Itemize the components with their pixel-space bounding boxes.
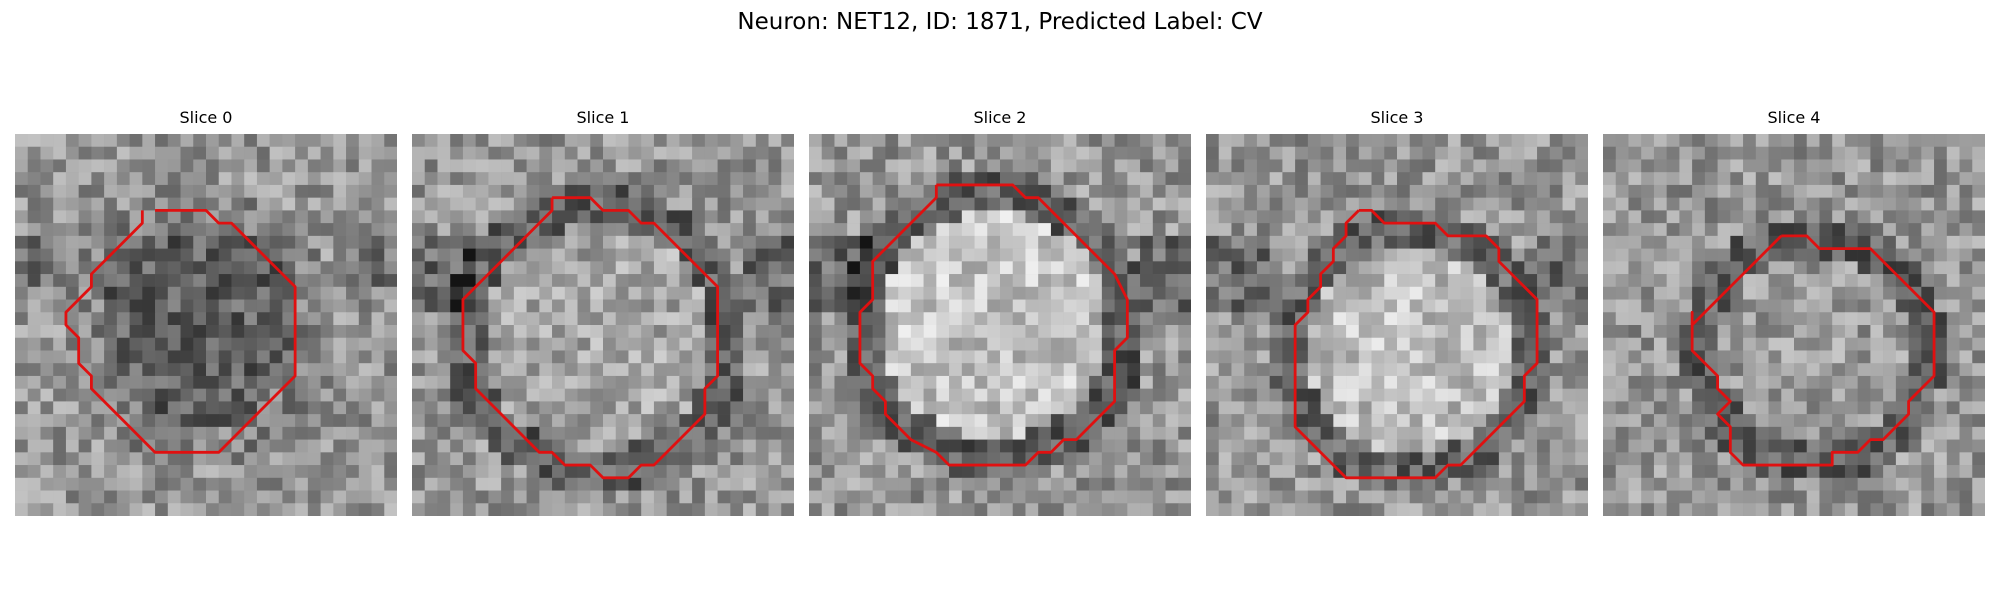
pixel-grid-2	[809, 134, 1191, 516]
slice-panel-2: Slice 2	[809, 108, 1191, 516]
slice-title-3: Slice 3	[1370, 108, 1424, 127]
slice-contour-0	[64, 208, 297, 454]
slice-image-2	[809, 134, 1191, 516]
slice-panel-3: Slice 3	[1206, 108, 1588, 516]
slice-image-1	[412, 134, 794, 516]
slice-title-0: Slice 0	[179, 108, 233, 127]
pixel-grid-0	[15, 134, 397, 516]
slice-image-0	[15, 134, 397, 516]
figure-title: Neuron: NET12, ID: 1871, Predicted Label…	[737, 9, 1263, 35]
pixel-grid-4	[1603, 134, 1985, 516]
slice-image-4	[1603, 134, 1985, 516]
slice-panel-1: Slice 1	[412, 108, 794, 516]
slice-contour-2	[858, 183, 1129, 467]
slice-contour-4	[1690, 234, 1936, 467]
slice-image-3	[1206, 134, 1588, 516]
slice-contour-3	[1293, 208, 1539, 480]
pixel-grid-1	[412, 134, 794, 516]
slice-panel-0: Slice 0	[15, 108, 397, 516]
slice-panel-4: Slice 4	[1603, 108, 1985, 516]
pixel-grid-3	[1206, 134, 1588, 516]
slice-contour-1	[461, 196, 720, 480]
slice-title-2: Slice 2	[973, 108, 1027, 127]
slice-title-1: Slice 1	[576, 108, 630, 127]
slice-title-4: Slice 4	[1767, 108, 1821, 127]
